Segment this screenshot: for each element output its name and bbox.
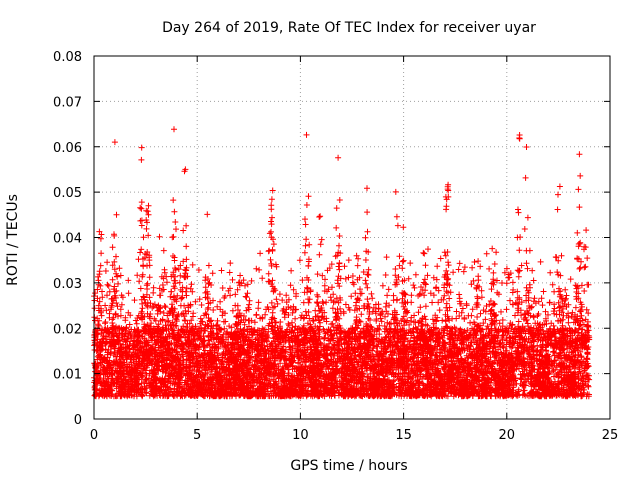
y-tick-label: 0.06 <box>53 141 82 156</box>
y-axis-label: ROTI / TECUs <box>5 194 21 286</box>
y-tick-label: 0.03 <box>53 277 82 292</box>
chart-title: Day 264 of 2019, Rate Of TEC Index for r… <box>162 20 536 36</box>
y-tick-label: 0.04 <box>53 232 82 247</box>
axis-ticks <box>93 55 611 420</box>
y-tick-label: 0.02 <box>53 322 82 337</box>
y-tick-label: 0.07 <box>53 95 82 110</box>
x-tick-label: 5 <box>193 428 201 443</box>
y-tick-label: 0 <box>74 413 82 428</box>
y-tick-label: 0.01 <box>53 368 82 383</box>
x-tick-label: 20 <box>499 428 516 443</box>
y-tick-label: 0.05 <box>53 186 82 201</box>
y-tick-labels: 0 0.01 0.02 0.03 0.04 0.05 0.06 0.07 0.08 <box>53 50 82 428</box>
data-points <box>91 126 593 400</box>
grid-lines <box>94 56 610 419</box>
x-tick-label: 10 <box>292 428 309 443</box>
x-axis-label: GPS time / hours <box>290 458 407 474</box>
x-tick-label: 0 <box>90 428 98 443</box>
roti-data-markers <box>91 126 593 400</box>
x-tick-label: 25 <box>602 428 619 443</box>
x-tick-labels: 0 5 10 15 20 25 <box>90 428 618 443</box>
y-tick-label: 0.08 <box>53 50 82 65</box>
x-tick-label: 15 <box>395 428 412 443</box>
